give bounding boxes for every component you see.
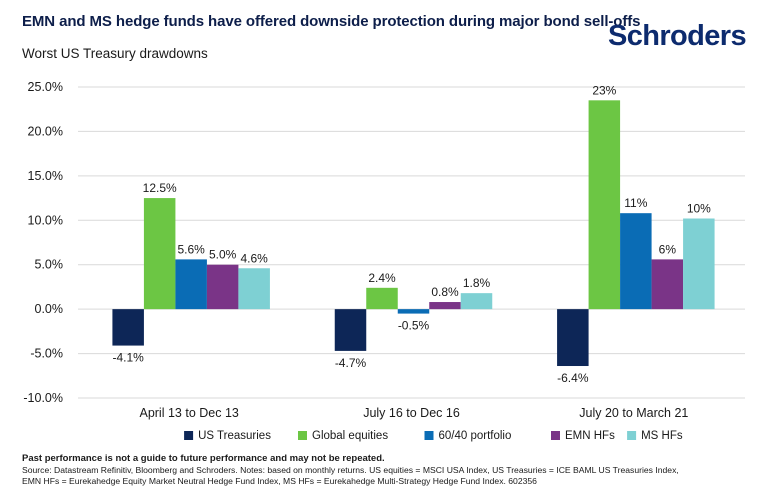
- disclaimer-text: Past performance is not a guide to futur…: [22, 453, 385, 464]
- data-label: 11%: [624, 196, 647, 210]
- data-label: 4.6%: [240, 251, 268, 265]
- x-category-label: July 20 to March 21: [579, 406, 688, 420]
- data-label: 2.4%: [368, 271, 396, 285]
- y-tick-label: -10.0%: [23, 391, 63, 405]
- legend-label: US Treasuries: [198, 430, 271, 442]
- y-tick-label: 0.0%: [35, 302, 64, 316]
- data-label: 10%: [687, 202, 711, 216]
- legend-swatch: [298, 431, 307, 440]
- bar: [334, 309, 367, 351]
- legend: US Treasuries Global equities 60/40 portfo…: [184, 430, 683, 442]
- data-label: -6.4%: [557, 371, 589, 385]
- bar: [651, 259, 684, 310]
- x-category-label: July 16 to Dec 16: [363, 406, 460, 420]
- legend-label: EMN HFs: [565, 430, 615, 442]
- data-label: -0.5%: [398, 319, 430, 333]
- bar: [206, 264, 239, 310]
- data-label: 6%: [659, 242, 677, 256]
- chart-subtitle: Worst US Treasury drawdowns: [22, 46, 208, 61]
- data-label: 23%: [592, 83, 616, 97]
- bar: [397, 309, 430, 314]
- data-label: -4.1%: [112, 351, 144, 365]
- data-label: 5.0%: [209, 248, 237, 262]
- chart-title: EMN and MS hedge funds have offered down…: [22, 13, 641, 30]
- y-tick-label: -5.0%: [30, 347, 63, 361]
- legend-label: 60/40 portfolio: [439, 430, 512, 442]
- legend-swatch: [551, 431, 560, 440]
- data-label: -4.7%: [335, 356, 367, 370]
- data-label: 0.8%: [431, 285, 459, 299]
- legend-swatch: [184, 431, 194, 440]
- y-tick-label: 5.0%: [35, 258, 64, 272]
- schroders-logo: Schroders: [607, 20, 747, 52]
- bar: [175, 259, 207, 310]
- y-tick-label: 25.0%: [28, 80, 63, 94]
- y-axis-tick-labels: -10.0% -5.0% 0.0% 5.0% 10.0% 15.0% 20.0% 25.0%: [23, 80, 63, 405]
- bar: [683, 218, 715, 310]
- legend-label: MS HFs: [641, 430, 683, 442]
- bars: [112, 100, 715, 367]
- x-category-label: April 13 to Dec 13: [139, 406, 238, 420]
- legend-swatch: [424, 431, 434, 440]
- source-line-1: Source: Datastream Refinitiv, Bloomberg …: [22, 465, 679, 475]
- bar: [460, 293, 493, 310]
- x-axis-category-labels: April 13 to Dec 13 July 16 to Dec 16 July …: [139, 406, 688, 420]
- y-tick-label: 20.0%: [28, 124, 63, 138]
- data-label: 5.6%: [177, 242, 205, 256]
- data-label: 12.5%: [143, 181, 177, 195]
- footer: Past performance is not a guide to futur…: [22, 453, 762, 486]
- y-tick-label: 10.0%: [28, 213, 63, 227]
- source-line-2: EMN HFs = Eurekahedge Equity Market Neut…: [22, 475, 537, 486]
- bar: [557, 309, 589, 367]
- bar: [588, 100, 621, 310]
- legend-label: Global equities: [312, 430, 388, 442]
- bar: [620, 213, 652, 310]
- bar-chart: -10.0%-5.0%0.0%5.0%10.0%15.0%20.0%25.0% …: [23, 80, 745, 442]
- bar: [238, 268, 270, 310]
- bar: [112, 309, 144, 346]
- legend-swatch: [627, 431, 637, 440]
- bar: [366, 287, 398, 310]
- y-tick-label: 15.0%: [28, 169, 63, 183]
- bar: [143, 198, 176, 310]
- bar: [429, 302, 461, 310]
- data-label: 1.8%: [463, 276, 491, 290]
- data-labels: -4.1% 12.5% 5.6% 5.0% 4.6% -4.7% 2.4% -0.5% 0.8%…: [112, 83, 711, 385]
